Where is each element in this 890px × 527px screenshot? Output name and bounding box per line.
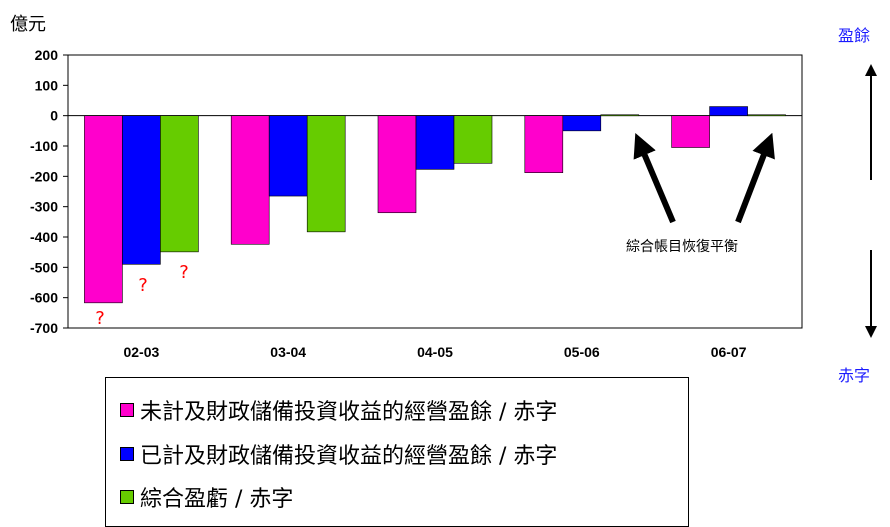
bar-series-3-03-04	[306, 115, 346, 233]
bar-series-1-04-05	[377, 115, 417, 214]
x-tick-label: 03-04	[270, 344, 306, 360]
x-tick-label: 06-07	[711, 344, 747, 360]
legend-swatch-series-3	[120, 490, 134, 504]
y-tick-label: -700	[30, 320, 58, 336]
bar-series-3-04-05	[453, 115, 493, 164]
question-mark-3: ?	[179, 262, 189, 283]
bar-series-3-06-07	[747, 114, 786, 117]
y-tick-label: -400	[30, 229, 58, 245]
bar-series-2-05-06	[562, 115, 602, 132]
y-axis-ticks: 200 100 0 -100 -200 -300 -400 -500 -600 -700	[30, 47, 68, 336]
bar-series-1-06-07	[671, 115, 710, 148]
legend-label-series-2: 已計及財政儲備投資收益的經營盈餘 / 赤字	[140, 444, 558, 469]
bar-series-2-03-04	[268, 115, 308, 197]
y-tick-label: -300	[30, 199, 58, 215]
y-tick-label: -600	[30, 290, 58, 306]
annotation-arrow-left	[633, 132, 676, 224]
annotation-text: 綜合帳目恢復平衡	[626, 238, 738, 255]
plot-area	[67, 54, 803, 329]
x-tick-label: 05-06	[564, 344, 600, 360]
bar-series-2-06-07	[709, 106, 748, 116]
y-tick-label: 100	[35, 77, 59, 93]
deficit-label: 赤字	[838, 366, 871, 385]
y-tick-label: 200	[35, 47, 59, 63]
bar-series-1-02-03	[84, 115, 123, 304]
annotation-arrow-right	[735, 132, 775, 224]
question-mark-2: ?	[138, 275, 148, 296]
unit-label: 億元	[10, 14, 46, 35]
legend: 未計及財政儲備投資收益的經營盈餘 / 赤字 已計及財政儲備投資收益的經營盈餘 /…	[105, 377, 689, 527]
legend-item-series-2: 已計及財政儲備投資收益的經營盈餘 / 赤字	[120, 438, 557, 470]
legend-swatch-series-1	[120, 403, 134, 417]
legend-item-series-1: 未計及財政儲備投資收益的經營盈餘 / 赤字	[120, 394, 557, 426]
y-tick-label: -100	[30, 138, 58, 154]
x-axis-labels: 02-03 03-04 04-05 05-06 06-07	[123, 344, 746, 360]
surplus-label: 盈餘	[838, 26, 871, 45]
bar-series-1-05-06	[524, 115, 564, 173]
y-tick-label: -500	[30, 259, 58, 275]
legend-item-series-3: 綜合盈虧 / 赤字	[120, 481, 293, 513]
y-tick-label: -200	[30, 168, 58, 184]
bar-series-3-02-03	[160, 115, 199, 253]
question-mark-1: ?	[95, 308, 105, 329]
bars	[84, 106, 786, 304]
bar-series-2-04-05	[415, 115, 455, 170]
bar-series-2-02-03	[122, 115, 161, 265]
bar-series-1-03-04	[230, 115, 270, 245]
x-tick-label: 04-05	[417, 344, 453, 360]
bar-series-3-05-06	[600, 114, 640, 117]
x-tick-label: 02-03	[123, 344, 159, 360]
legend-label-series-1: 未計及財政儲備投資收益的經營盈餘 / 赤字	[140, 400, 558, 425]
legend-swatch-series-2	[120, 447, 134, 461]
y-tick-label: 0	[50, 108, 58, 124]
legend-label-series-3: 綜合盈虧 / 赤字	[140, 487, 294, 512]
